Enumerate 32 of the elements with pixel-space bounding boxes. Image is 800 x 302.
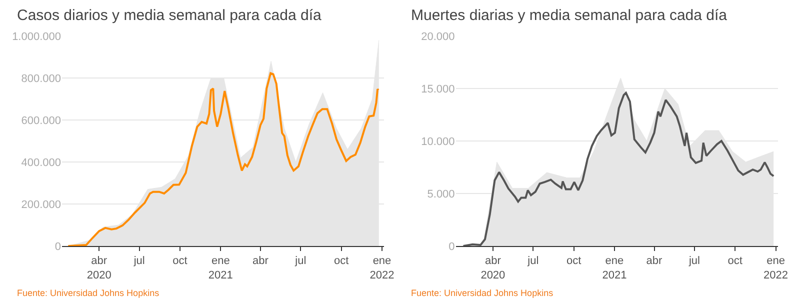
x-tick-label: jul bbox=[526, 255, 539, 268]
chart-title: Casos diarios y media semanal para cada día bbox=[17, 7, 322, 24]
x-tick-label: ene 2021 bbox=[208, 255, 233, 282]
x-tick-label: abr bbox=[646, 255, 663, 268]
x-tick-label: ene 2022 bbox=[764, 255, 788, 282]
y-tick-label: 5.000 bbox=[427, 188, 455, 200]
x-tick-label: abr bbox=[252, 255, 269, 268]
x-tick-label: oct bbox=[566, 255, 582, 268]
chart-title: Muertes diarias y media semanal para cada día bbox=[411, 7, 728, 24]
y-tick-label: 15.000 bbox=[421, 83, 455, 96]
x-tick-label: jul bbox=[688, 255, 700, 268]
x-tick-label: abr 2020 bbox=[86, 255, 112, 282]
y-tick-label: 400.000 bbox=[21, 156, 61, 169]
x-tick-label: jul bbox=[294, 255, 306, 268]
x-tick-label: abr 2020 bbox=[480, 255, 506, 282]
x-tick-label: oct bbox=[334, 255, 349, 268]
y-tick-label: 0 bbox=[448, 240, 455, 253]
source-note: Fuente: Universidad Johns Hopkins bbox=[411, 288, 554, 298]
y-tick-label: 20.000 bbox=[421, 30, 455, 43]
y-tick-label: 600.000 bbox=[21, 114, 61, 127]
x-tick-label: ene 2022 bbox=[370, 255, 394, 282]
source-note: Fuente: Universidad Johns Hopkins bbox=[17, 288, 160, 298]
y-tick-label: 200.000 bbox=[21, 198, 61, 211]
x-tick-label: jul bbox=[132, 255, 145, 268]
x-tick-label: ene 2021 bbox=[602, 255, 627, 282]
y-tick-label: 0 bbox=[54, 240, 61, 253]
y-tick-label: 1.000.000 bbox=[12, 30, 61, 43]
line-series bbox=[67, 72, 380, 246]
x-tick-label: oct bbox=[728, 255, 742, 268]
x-tick-label: oct bbox=[172, 255, 188, 268]
y-tick-label: 800.000 bbox=[21, 72, 61, 85]
y-tick-label: 10.000 bbox=[421, 136, 455, 148]
